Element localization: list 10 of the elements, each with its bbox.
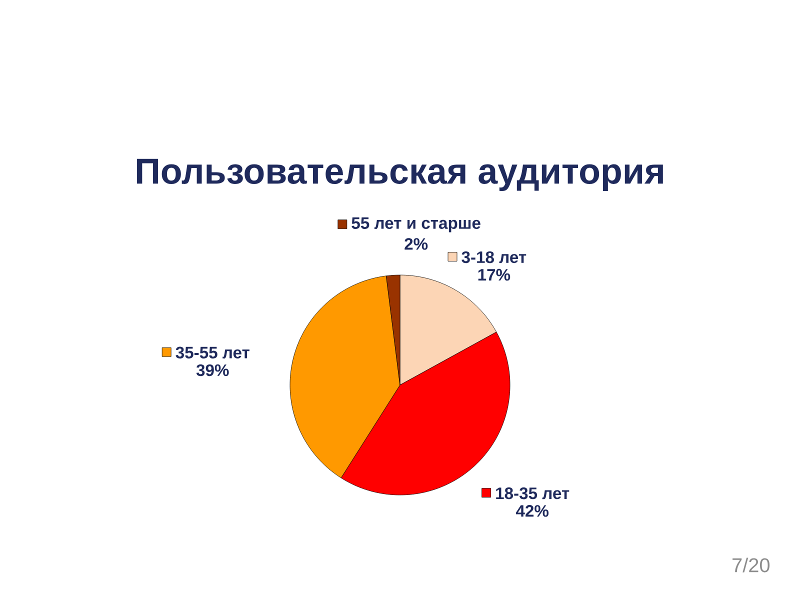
data-label: 17% <box>478 268 510 281</box>
legend-label: 35-55 лет <box>176 346 250 358</box>
legend-label: 18-35 лет <box>496 487 570 500</box>
data-label: 2% <box>404 238 428 250</box>
data-label: 39% <box>196 364 229 376</box>
data-label: 42% <box>516 505 549 517</box>
legend-label: 3-18 лет <box>462 251 526 264</box>
text: 7/20 <box>732 558 770 572</box>
legend-label: 55 лет и старше <box>352 217 480 232</box>
chart-title: Пользовательская аудитория <box>137 158 663 192</box>
